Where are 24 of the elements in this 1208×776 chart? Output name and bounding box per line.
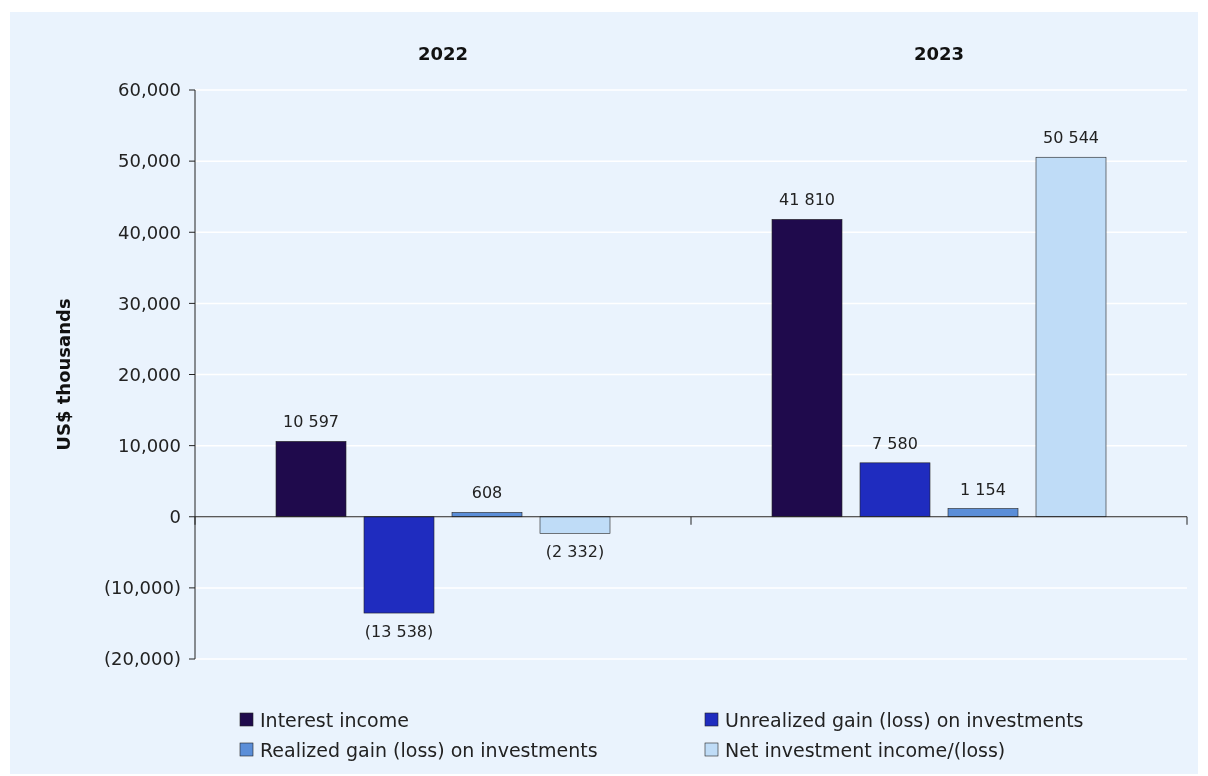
y-tick-label: 40,000 <box>118 221 181 243</box>
data-label: 7 580 <box>872 433 918 453</box>
legend-label: Interest income <box>260 708 409 731</box>
x-tick-label: 2023 <box>913 43 965 64</box>
data-label: (13 538) <box>364 622 434 642</box>
y-tick-label: 60,000 <box>118 79 181 101</box>
y-tick-label: 0 <box>169 506 181 528</box>
data-label: 10 597 <box>283 412 339 432</box>
y-tick-label: 10,000 <box>118 434 181 456</box>
data-label: 50 544 <box>1043 128 1099 148</box>
y-tick-label: 50,000 <box>118 150 181 172</box>
legend-label: Net investment income/(loss) <box>725 738 1006 761</box>
y-tick-label: 20,000 <box>118 363 181 385</box>
y-axis-title: US$ thousands <box>53 298 74 451</box>
x-tick-label: 2022 <box>417 43 469 64</box>
legend-label: Realized gain (loss) on investments <box>260 738 598 761</box>
data-label: 608 <box>471 483 503 503</box>
legend-label: Unrealized gain (loss) on investments <box>725 708 1084 731</box>
y-tick-label: 30,000 <box>118 292 181 314</box>
y-tick-label: (20,000) <box>103 648 181 670</box>
y-tick-label: (10,000) <box>103 577 181 599</box>
data-label: (2 332) <box>545 542 605 562</box>
data-label: 1 154 <box>960 479 1006 499</box>
data-label: 41 810 <box>779 190 835 210</box>
